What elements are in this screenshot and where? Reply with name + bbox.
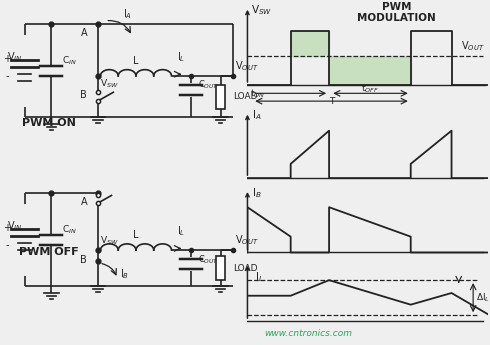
Text: B: B [80, 255, 87, 265]
Text: B: B [80, 90, 87, 100]
Text: I$_B$: I$_B$ [252, 186, 262, 200]
Text: PWM ON: PWM ON [22, 118, 76, 128]
Text: I$_L$: I$_L$ [255, 270, 264, 284]
Text: V$_{OUT}$: V$_{OUT}$ [462, 39, 485, 53]
Text: T: T [329, 97, 334, 106]
Text: V$_{OUT}$: V$_{OUT}$ [235, 59, 259, 73]
Text: C$_{OUT}$: C$_{OUT}$ [198, 79, 219, 91]
Text: LOAD: LOAD [233, 92, 257, 101]
Text: LOAD: LOAD [233, 264, 257, 273]
Text: V$_{OUT}$: V$_{OUT}$ [235, 233, 259, 247]
Text: www.cntronics.com: www.cntronics.com [265, 329, 353, 338]
Text: I$_L$: I$_L$ [177, 225, 186, 238]
Text: t$_{ON}$: t$_{ON}$ [250, 87, 265, 100]
Text: -: - [5, 240, 9, 250]
Text: I$_A$: I$_A$ [123, 7, 132, 21]
Text: ΔI$_L$: ΔI$_L$ [475, 292, 490, 304]
Text: V$_{SW}$: V$_{SW}$ [100, 77, 119, 90]
Text: C$_{IN}$: C$_{IN}$ [62, 224, 77, 236]
Text: PWM
MODULATION: PWM MODULATION [357, 2, 436, 23]
Text: I$_L$: I$_L$ [177, 50, 186, 64]
Text: PWM OFF: PWM OFF [19, 247, 79, 257]
Text: -: - [5, 71, 9, 81]
Text: +: + [3, 54, 11, 64]
Text: C$_{IN}$: C$_{IN}$ [62, 55, 77, 67]
Text: +: + [3, 223, 11, 233]
Bar [216, 85, 225, 109]
Text: t$_{OFF}$: t$_{OFF}$ [361, 83, 379, 95]
Bar [216, 256, 225, 280]
Text: V$_{SW}$: V$_{SW}$ [251, 3, 272, 17]
Text: I$_B$: I$_B$ [120, 267, 129, 281]
Text: A: A [81, 197, 88, 207]
Text: C$_{OUT}$: C$_{OUT}$ [198, 253, 219, 266]
Text: I$_A$: I$_A$ [252, 109, 262, 122]
Text: A: A [81, 28, 88, 38]
Text: L: L [133, 230, 139, 240]
Text: V$_{SW}$: V$_{SW}$ [100, 234, 119, 247]
Text: V$_{IN}$: V$_{IN}$ [7, 50, 23, 64]
Text: L: L [133, 56, 139, 66]
Text: V$_{IN}$: V$_{IN}$ [7, 219, 23, 233]
